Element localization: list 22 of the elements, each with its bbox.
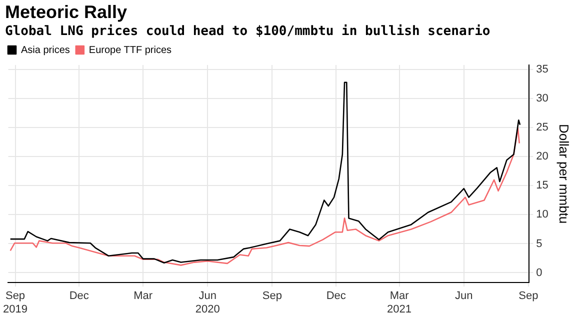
y-tick-label: 5 [536,238,542,250]
y-tick-label: 10 [536,208,548,221]
y-tick-label: 35 [536,64,548,76]
chart-title: Meteoric Rally [5,2,128,23]
x-tick-label: Dec [69,290,90,302]
y-tick-label: 0 [536,266,542,279]
y-tick-label: 20 [536,150,548,163]
legend-label: Asia prices [21,44,70,56]
x-tick-label: Jun 2020 [195,290,220,316]
legend-label: Europe TTF prices [88,44,172,56]
x-tick-label: Sep 2019 [3,290,28,316]
chart-subtitle: Global LNG prices could head to $100/mmbtu in bullish scenario [5,24,492,39]
y-tick-label: 15 [536,180,548,192]
x-tick-label: Sep [262,290,282,302]
y-tick-label: 30 [536,92,548,105]
y-axis-title: Dollar per mmbtu [556,124,572,224]
x-tick-label: Mar [134,290,153,302]
x-tick-label: Jun [455,290,473,302]
x-tick-label: Mar 2021 [387,290,412,316]
y-tick-label: 25 [536,122,548,134]
x-tick-label: Dec [326,290,346,302]
x-tick-label: Sep [518,290,538,302]
